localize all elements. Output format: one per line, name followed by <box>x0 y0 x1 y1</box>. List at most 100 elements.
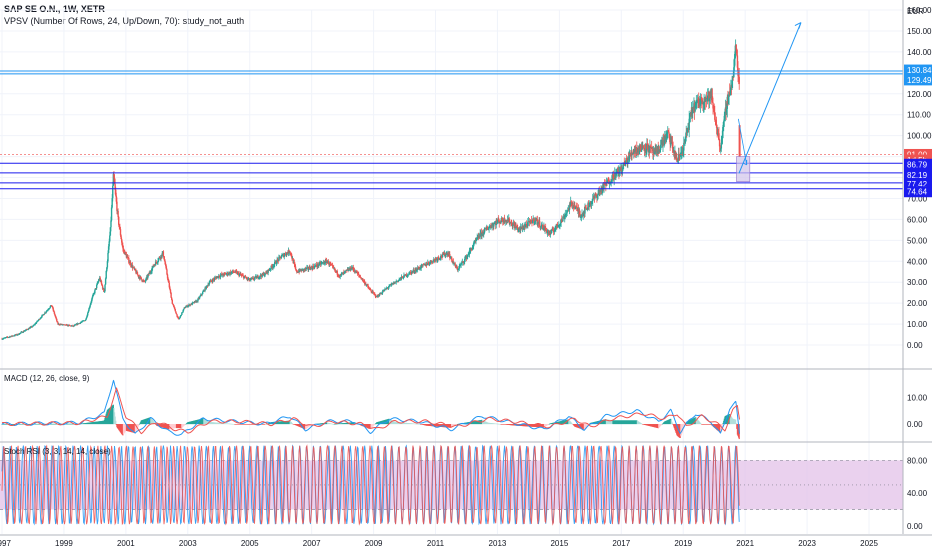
candle-body <box>247 279 250 280</box>
candle-body <box>84 320 87 321</box>
candle-body <box>702 101 704 105</box>
candle-body <box>479 232 481 238</box>
candle-body <box>608 180 610 184</box>
candle-body <box>720 142 723 149</box>
candle-body <box>718 133 720 140</box>
candle-body <box>329 262 331 265</box>
candle-body <box>115 195 118 202</box>
candle-body <box>305 268 307 270</box>
candle-body <box>733 58 736 68</box>
candle-body <box>468 254 470 256</box>
candle-body <box>98 279 100 281</box>
candle-body <box>546 231 549 233</box>
candle-body <box>268 269 271 271</box>
candle-body <box>561 219 563 221</box>
candle-body <box>706 98 708 100</box>
candle-body <box>127 257 129 259</box>
candle-body <box>542 228 545 230</box>
x-tick-label: 2025 <box>860 539 878 548</box>
candle-body <box>659 144 662 150</box>
candle-body <box>85 318 87 321</box>
candle-body <box>540 226 542 228</box>
candle-body <box>723 115 726 122</box>
candle-body <box>175 311 177 314</box>
candle-body <box>441 253 444 257</box>
candle-body <box>293 262 296 265</box>
candle-body <box>569 204 571 206</box>
x-tick-label: 1997 <box>0 539 11 548</box>
candle-body <box>564 214 567 216</box>
candle-body <box>191 302 194 305</box>
candle-body <box>22 332 24 334</box>
candle-body <box>355 270 358 274</box>
macd-histogram-bar <box>114 416 116 425</box>
candle-body <box>567 210 569 211</box>
candle-body <box>441 256 443 258</box>
candle-body <box>703 101 705 104</box>
candle-body <box>365 283 367 286</box>
candle-body <box>184 307 187 309</box>
candle-body <box>539 221 541 227</box>
candle-body <box>369 289 372 291</box>
candle-body <box>502 220 504 222</box>
candle-body <box>136 271 138 275</box>
candle-body <box>154 261 157 266</box>
candle-body <box>247 277 249 280</box>
candle-body <box>337 275 340 277</box>
candle-body <box>81 321 83 323</box>
candle-body <box>637 147 640 150</box>
candle-body <box>590 201 593 205</box>
candle-body <box>439 257 441 259</box>
candle-body <box>27 329 29 331</box>
candle-body <box>35 322 38 324</box>
candle-body <box>244 276 247 278</box>
candle-body <box>21 331 23 333</box>
candle-body <box>680 153 682 155</box>
candle-body <box>710 93 712 98</box>
candle-body <box>173 307 176 310</box>
macd-title: MACD (12, 26, close, 9) <box>4 374 90 383</box>
candle-body <box>639 144 642 151</box>
candle-body <box>615 172 617 178</box>
candle-body <box>582 213 584 216</box>
stoch-k-line <box>1 444 740 526</box>
candle-body <box>522 228 525 230</box>
candle-body <box>275 261 277 264</box>
candle-body <box>348 269 350 271</box>
candle-body <box>729 93 731 96</box>
candle-body <box>675 157 678 161</box>
candle-body <box>118 216 120 225</box>
macd-histogram-bar <box>571 423 573 425</box>
candle-body <box>724 113 726 116</box>
macd-histogram-bar <box>138 424 141 425</box>
x-tick-label: 2015 <box>550 539 568 548</box>
candle-body <box>496 221 499 223</box>
price-tag-label: 74.64 <box>907 188 928 197</box>
candle-body <box>289 252 291 254</box>
candle-body <box>32 325 35 327</box>
candle-body <box>55 317 57 319</box>
candle-body <box>16 334 18 336</box>
candle-body <box>534 220 536 222</box>
y-tick-label: 50.00 <box>907 236 928 245</box>
candle-body <box>157 260 159 263</box>
candle-body <box>397 280 400 282</box>
candle-body <box>31 326 34 328</box>
candle-body <box>87 312 89 316</box>
candle-body <box>736 49 738 56</box>
candle-body <box>330 264 333 265</box>
candle-body <box>374 294 377 297</box>
candle-body <box>163 259 166 262</box>
candle-body <box>529 219 531 223</box>
stoch-d-line <box>1 444 740 526</box>
candle-body <box>610 181 612 183</box>
arrow-head <box>794 22 802 29</box>
candle-body <box>663 140 665 144</box>
candle-body <box>613 178 615 180</box>
x-tick-label: 2001 <box>117 539 135 548</box>
price-tag <box>904 178 932 190</box>
x-tick-label: 2011 <box>427 539 445 548</box>
candle-body <box>521 228 523 229</box>
candle-body <box>533 221 536 223</box>
